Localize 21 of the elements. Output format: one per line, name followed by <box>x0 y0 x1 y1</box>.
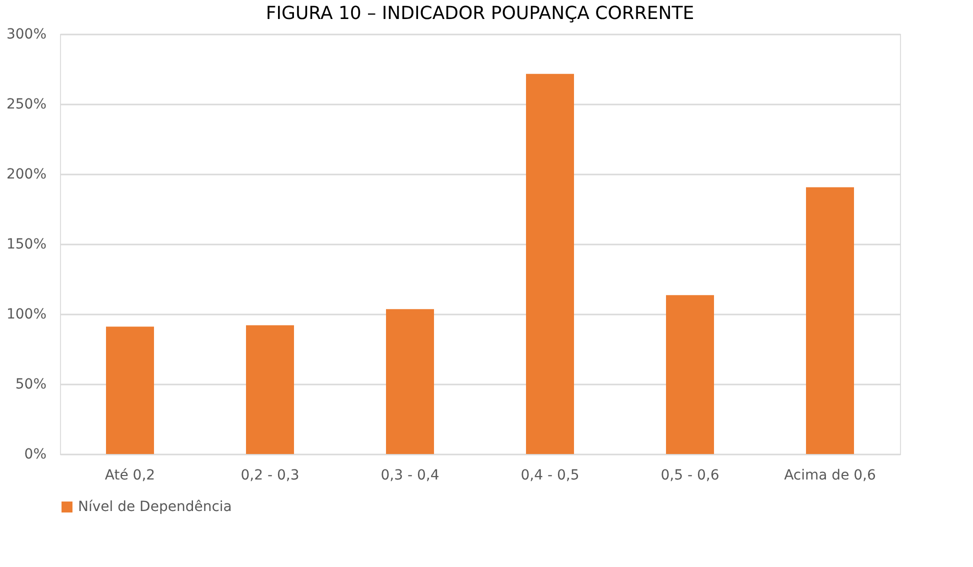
y-tick-label: 300% <box>6 26 46 42</box>
x-tick-label: 0,3 - 0,4 <box>380 468 440 484</box>
y-tick-label: 0% <box>24 446 46 462</box>
y-tick-label: 150% <box>6 236 46 252</box>
y-tick-label: 250% <box>6 96 46 112</box>
x-tick-label: 0,5 - 0,6 <box>660 468 720 484</box>
bar <box>386 309 434 454</box>
bar <box>806 187 854 454</box>
bar <box>106 326 154 454</box>
bar <box>666 295 714 454</box>
x-tick-label: 0,2 - 0,3 <box>240 468 300 484</box>
chart-title: FIGURA 10 – INDICADOR POUPANÇA CORRENTE <box>266 3 694 24</box>
legend-label: Nível de Dependência <box>78 499 232 515</box>
y-tick-label: 100% <box>6 306 46 322</box>
y-tick-label: 50% <box>15 376 46 392</box>
x-tick-label: Acima de 0,6 <box>784 468 876 484</box>
x-tick-label: 0,4 - 0,5 <box>520 468 580 484</box>
bar <box>526 74 574 454</box>
y-tick-label: 200% <box>6 166 46 182</box>
bar <box>246 325 294 454</box>
x-tick-label: Até 0,2 <box>104 468 156 484</box>
